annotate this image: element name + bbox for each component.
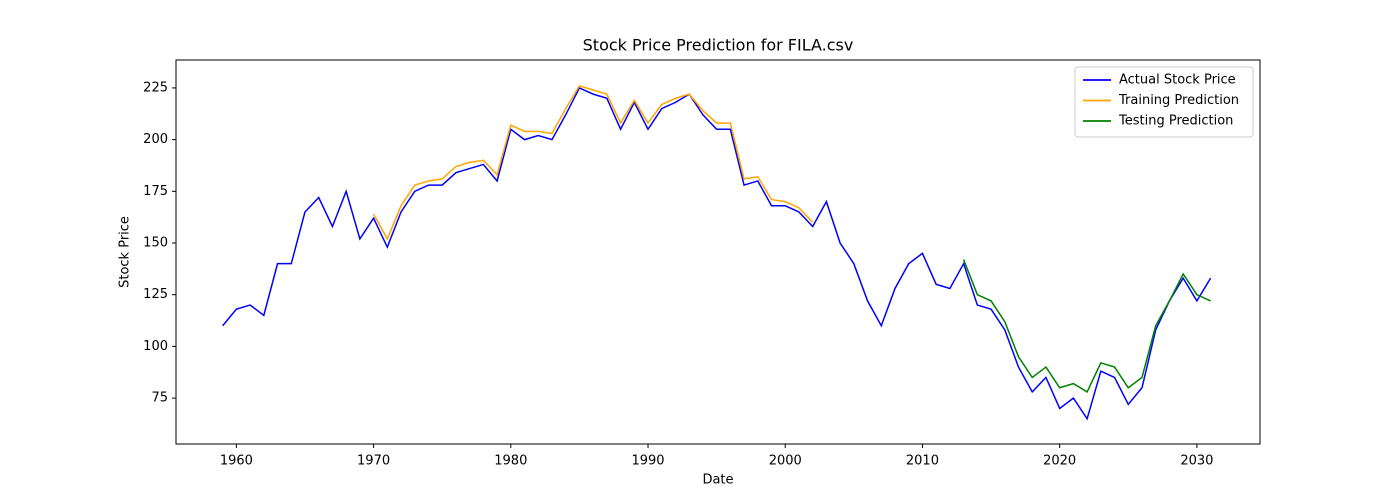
x-tick-label: 2000 [769,454,802,469]
legend-label: Testing Prediction [1118,114,1233,129]
x-tick-label: 1970 [357,454,390,469]
x-tick-label: 2010 [906,454,939,469]
y-tick-label: 150 [143,236,168,251]
plot-frame [175,59,1261,445]
x-tick-label: 2030 [1180,454,1213,469]
x-tick-label: 1960 [220,454,253,469]
series-line [962,259,1211,393]
x-tick-label: 1990 [631,454,664,469]
series-line [372,84,814,241]
y-axis-label: Stock Price [118,216,133,288]
x-axis-label: Date [702,473,733,488]
chart-title: Stock Price Prediction for FILA.csv [583,36,854,55]
legend-box [1074,66,1254,138]
y-tick-label: 200 [143,132,168,147]
series-line [222,86,1212,421]
x-tick-label: 1980 [494,454,527,469]
legend-label: Actual Stock Price [1119,73,1236,88]
y-tick-label: 175 [143,184,168,199]
y-tick-label: 225 [143,80,168,95]
legend-label: Training Prediction [1118,93,1239,108]
y-tick-label: 75 [151,391,168,406]
y-tick-label: 100 [143,339,168,354]
y-tick-label: 125 [143,287,168,302]
x-tick-label: 2020 [1043,454,1076,469]
